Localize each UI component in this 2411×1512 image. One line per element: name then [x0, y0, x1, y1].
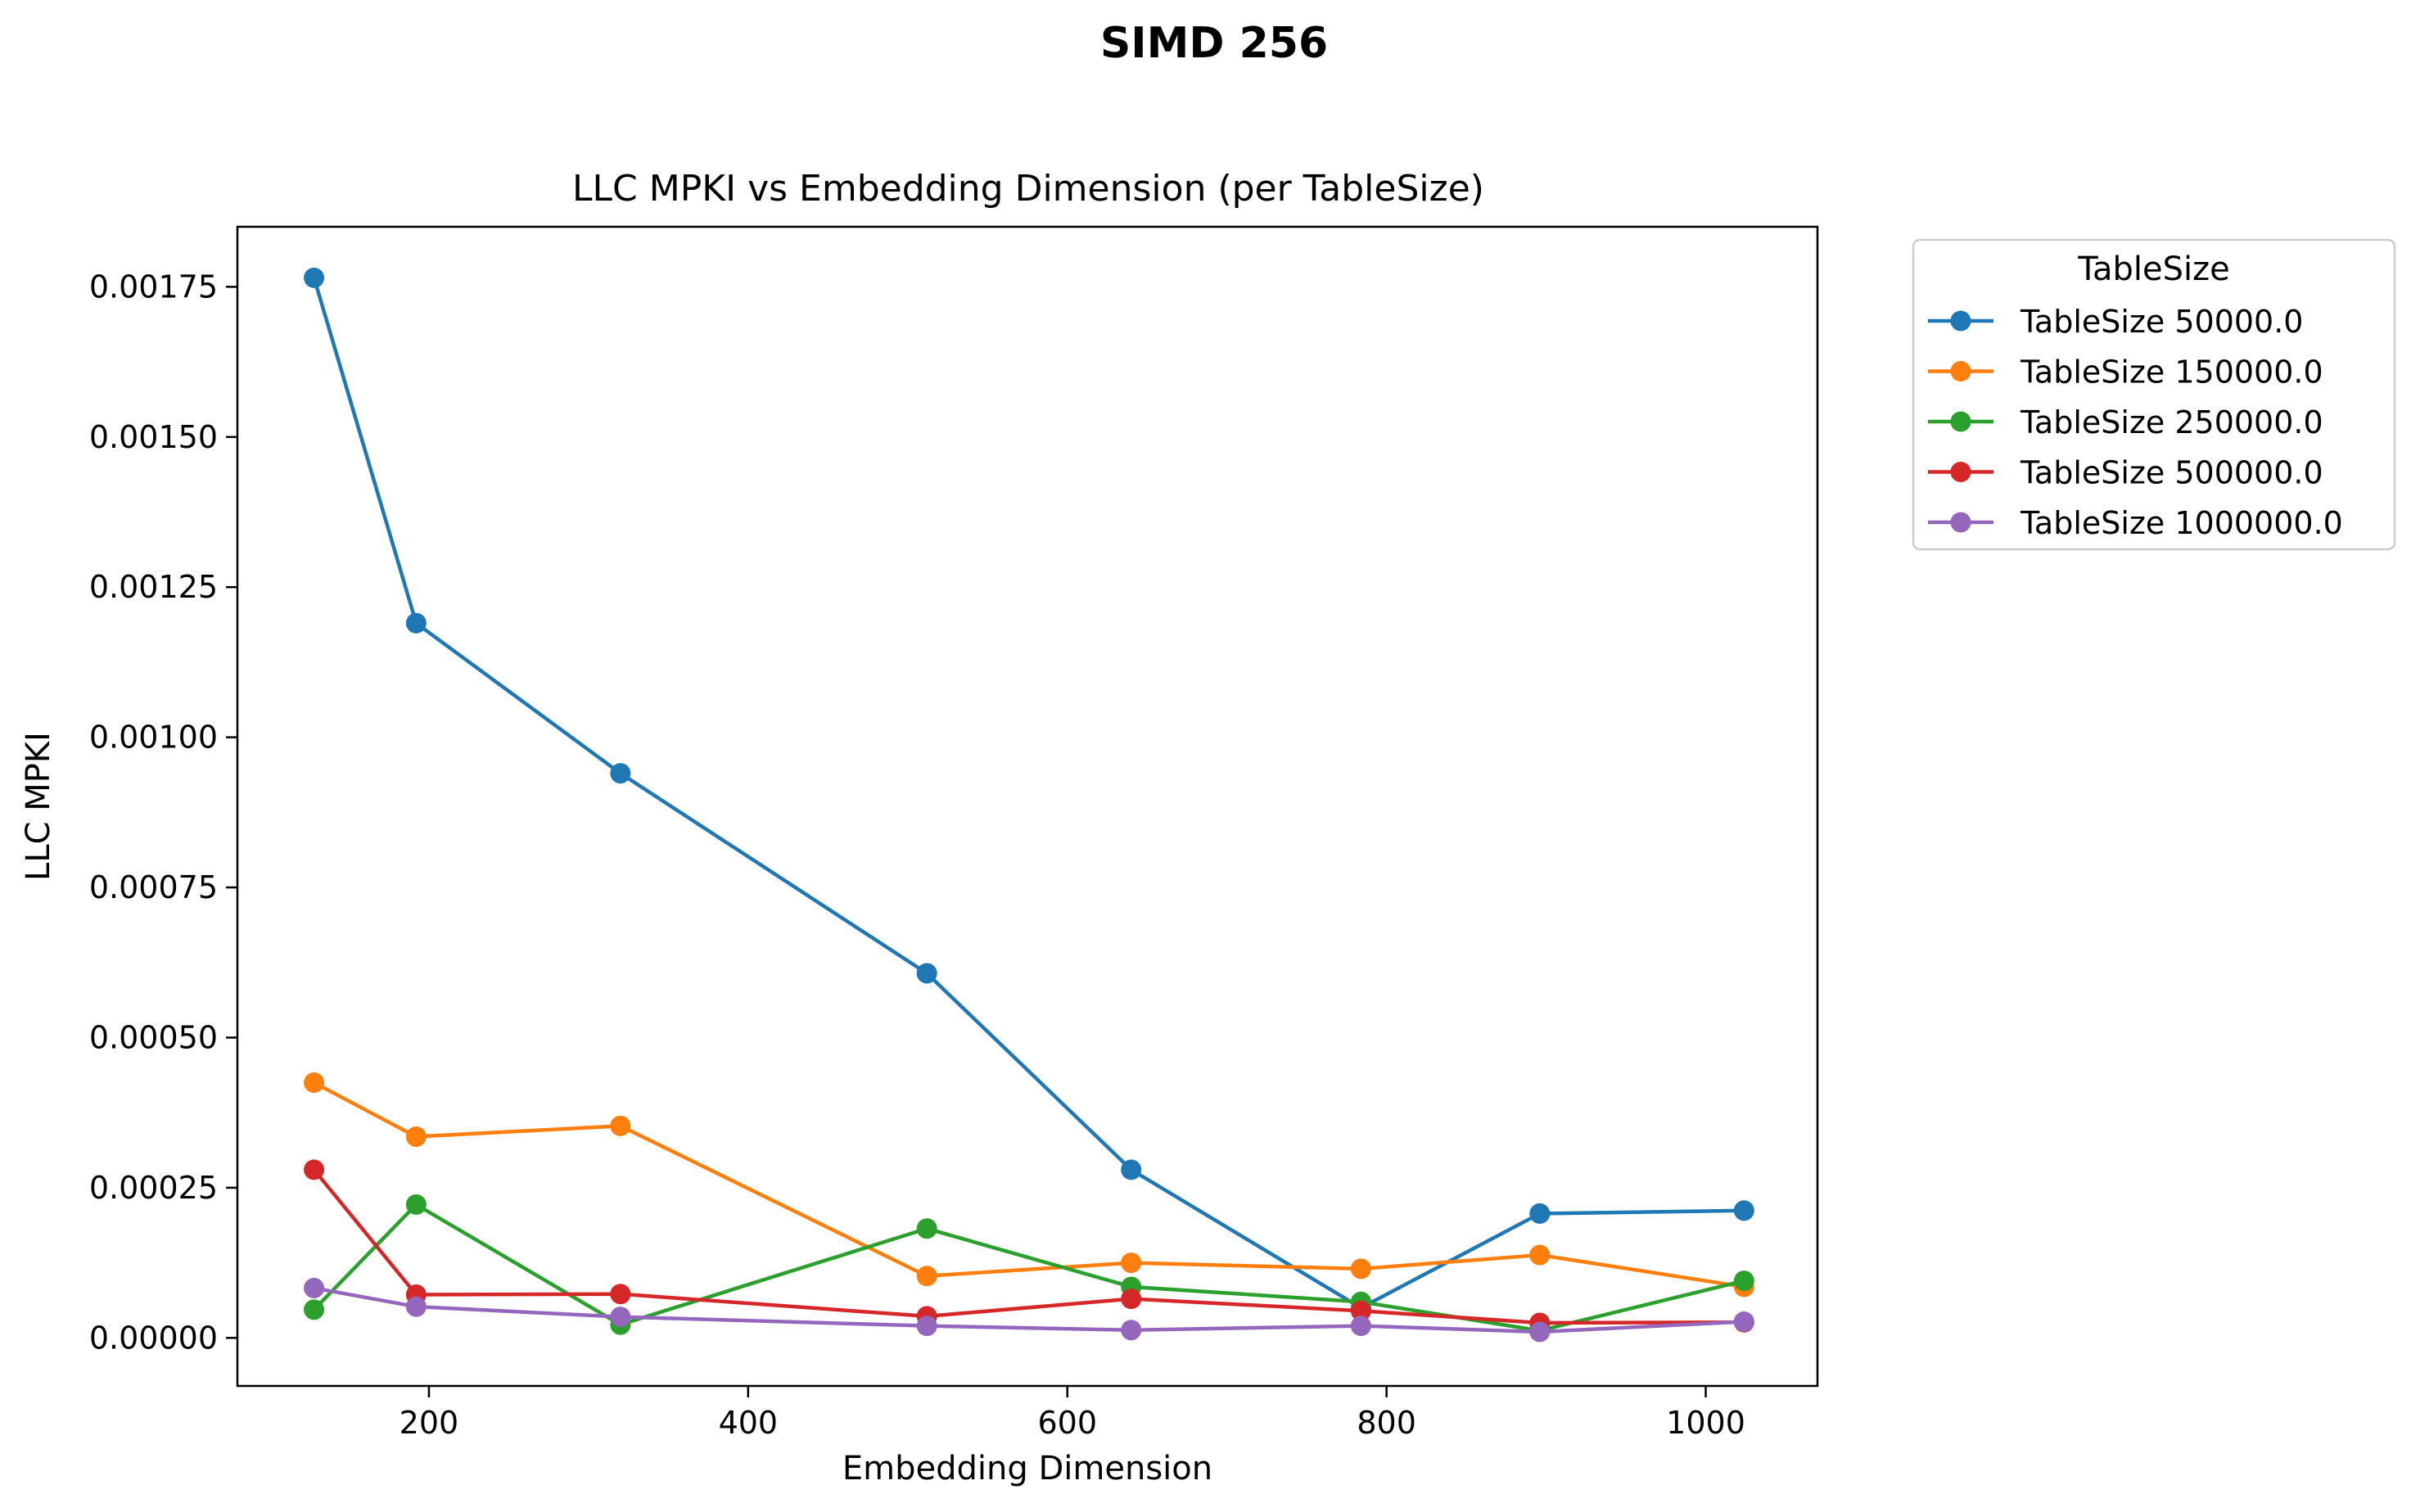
- series-2: [304, 1072, 1754, 1298]
- legend-entry: TableSize 50000.0: [1928, 304, 2304, 340]
- data-point: [1529, 1244, 1551, 1266]
- legend-label: TableSize 500000.0: [2020, 455, 2323, 491]
- y-tick-label: 0.00150: [89, 419, 218, 455]
- x-tick-label: 400: [719, 1405, 779, 1441]
- y-tick-label: 0.00050: [89, 1019, 218, 1055]
- y-tick-label: 0.00175: [89, 269, 218, 305]
- data-point: [1121, 1159, 1142, 1180]
- legend-entry: TableSize 1000000.0: [1928, 505, 2343, 541]
- series-4: [304, 1159, 1754, 1334]
- data-point: [610, 1307, 631, 1328]
- data-point: [1350, 1300, 1371, 1321]
- series-1: [304, 267, 1754, 1319]
- axes-frame: [236, 225, 1819, 1388]
- chart-title: LLC MPKI vs Embedding Dimension (per Tab…: [572, 168, 1484, 210]
- data-point: [610, 1284, 631, 1305]
- legend-marker: [1950, 361, 1971, 381]
- legend-label: TableSize 50000.0: [2020, 304, 2304, 340]
- data-point: [1121, 1289, 1142, 1310]
- plot-area: 200 400 600 800 1000 0.000000.000250.000500.…: [89, 225, 1819, 1441]
- data-point: [304, 1277, 325, 1298]
- series-5: [304, 1277, 1754, 1343]
- legend-entries: TableSize 50000.0 TableSize 150000.0 Table…: [1928, 304, 2343, 541]
- y-tick-label: 0.00075: [89, 869, 218, 905]
- legend-marker: [1950, 462, 1971, 482]
- y-tick-label: 0.00125: [89, 569, 218, 605]
- y-tick-label: 0.00100: [89, 720, 218, 756]
- x-tick-label: 600: [1037, 1405, 1097, 1441]
- data-point: [304, 1072, 325, 1093]
- data-point: [1350, 1258, 1371, 1280]
- data-point: [1733, 1311, 1754, 1332]
- series-line: [313, 1081, 1745, 1289]
- data-point: [916, 1266, 937, 1287]
- data-point: [916, 1316, 937, 1337]
- x-axis: 200 400 600 800 1000: [400, 1386, 1745, 1441]
- legend-label: TableSize 1000000.0: [2020, 505, 2343, 541]
- legend-label: TableSize 250000.0: [2020, 404, 2323, 440]
- data-point: [405, 1296, 427, 1317]
- legend-title: TableSize: [2077, 250, 2230, 288]
- data-point: [1121, 1252, 1142, 1274]
- data-point: [1350, 1316, 1371, 1337]
- series-layer: [304, 267, 1754, 1343]
- data-point: [405, 612, 427, 634]
- series-line: [314, 1286, 1745, 1334]
- data-point: [610, 1115, 631, 1136]
- data-point: [1733, 1200, 1754, 1221]
- legend-entry: TableSize 150000.0: [1928, 354, 2323, 390]
- data-point: [610, 763, 631, 784]
- figure-suptitle: SIMD 256: [1100, 19, 1328, 68]
- legend-entry: TableSize 500000.0: [1928, 455, 2323, 491]
- data-point: [1529, 1203, 1551, 1224]
- legend-marker: [1950, 310, 1971, 332]
- data-point: [405, 1194, 427, 1215]
- data-point: [405, 1126, 427, 1148]
- data-point: [1529, 1321, 1551, 1343]
- y-axis-label: LLC MPKI: [20, 732, 57, 881]
- x-tick-label: 200: [400, 1405, 459, 1441]
- data-point: [304, 267, 325, 288]
- data-point: [916, 1218, 937, 1239]
- series-line: [312, 277, 1745, 1310]
- data-point: [304, 1299, 325, 1320]
- data-point: [304, 1159, 325, 1180]
- legend-entry: TableSize 250000.0: [1928, 404, 2323, 440]
- legend-box: [1912, 238, 2396, 551]
- y-tick-label: 0.00025: [89, 1170, 218, 1206]
- data-point: [1733, 1271, 1754, 1292]
- y-tick-label: 0.00000: [89, 1320, 218, 1356]
- y-axis: 0.00000 0.00025 0.00050 0.00075 0.00100 0.001…: [89, 269, 237, 1356]
- data-point: [1121, 1320, 1142, 1341]
- data-point: [916, 963, 937, 984]
- legend-marker: [1950, 512, 1971, 533]
- x-tick-label: 1000: [1666, 1405, 1745, 1441]
- legend-marker: [1950, 411, 1971, 432]
- series-line: [312, 1203, 1745, 1333]
- legend-label: TableSize 150000.0: [2020, 354, 2323, 390]
- series-line: [312, 1168, 1745, 1325]
- legend: TableSize TableSize 50000.0 TableSize 150…: [1912, 238, 2396, 551]
- x-tick-label: 800: [1357, 1405, 1416, 1441]
- x-axis-label: Embedding Dimension: [842, 1450, 1212, 1487]
